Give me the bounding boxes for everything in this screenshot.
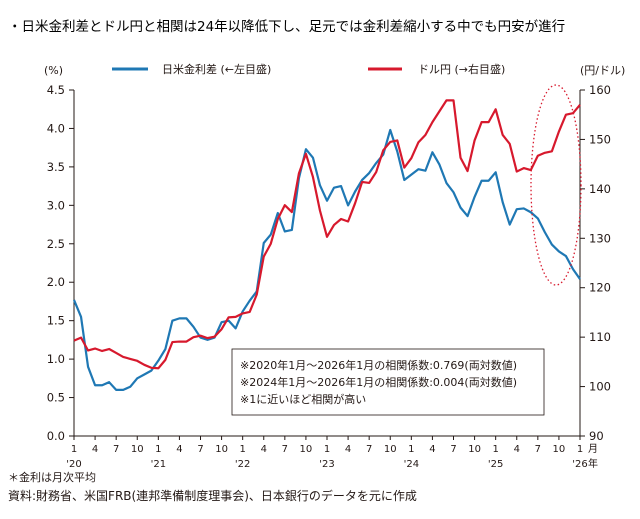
x-tick-label: 7 <box>535 444 541 455</box>
x-tick-label: 7 <box>282 444 288 455</box>
x-tick-label: 4 <box>92 444 98 455</box>
right-tick-label: 90 <box>589 429 604 443</box>
x-tick-label: 10 <box>553 444 566 455</box>
left-tick-label: 3.5 <box>47 160 65 174</box>
x-tick-label: 1 <box>577 444 583 455</box>
highlight-ellipse <box>530 84 582 286</box>
legend-label-rate-diff: 日米金利差 (←左目盛) <box>162 62 271 76</box>
left-axis-unit: (%) <box>44 64 63 77</box>
x-tick-label: 10 <box>215 444 228 455</box>
x-tick-group: 1 4 7 10 1 4 7 10 1 4 7 10 1 4 7 10 1 4 7 10 1 4 7 10 1 '20 '21 '22… <box>66 436 588 470</box>
left-tick-group: 0.0 0.5 1.0 1.5 2.0 2.5 3.0 3.5 4.0 4.5 <box>47 83 74 443</box>
x-tick-label: 1 <box>155 444 161 455</box>
x-tick-label: 4 <box>514 444 520 455</box>
left-tick-label: 4.5 <box>47 83 65 97</box>
footnote: ＊金利は月次平均 <box>8 470 96 484</box>
x-tick-label: 7 <box>113 444 119 455</box>
x-year-label: '23 <box>319 459 334 470</box>
right-axis-unit: (円/ドル) <box>580 64 625 77</box>
right-tick-label: 160 <box>589 83 611 97</box>
x-tick-label: 10 <box>384 444 397 455</box>
x-tick-label: 10 <box>468 444 481 455</box>
annotation-line-2: ※2024年1月～2026年1月の相関係数:0.004(両対数値) <box>240 375 517 389</box>
right-tick-label: 100 <box>589 380 611 394</box>
left-tick-label: 2.5 <box>47 237 65 251</box>
source-note: 資料:財務省、米国FRB(連邦準備制度理事会)、日本銀行のデータを元に作成 <box>8 488 417 503</box>
left-tick-label: 3.0 <box>47 198 65 212</box>
right-tick-group: 90 100 110 120 130 140 150 160 <box>580 83 611 443</box>
left-tick-label: 1.5 <box>47 314 65 328</box>
right-tick-label: 120 <box>589 281 611 295</box>
x-tick-label: 4 <box>176 444 182 455</box>
x-tick-label: 10 <box>300 444 313 455</box>
x-year-label: '26 <box>572 459 587 470</box>
x-tick-label: 4 <box>345 444 351 455</box>
left-tick-label: 2.0 <box>47 275 65 289</box>
chart-title: ・日米金利差とドル円と相関は24年以降低下し、足元では金利差縮小する中でも円安が… <box>8 19 565 35</box>
x-tick-label: 1 <box>239 444 245 455</box>
x-tick-label: 7 <box>197 444 203 455</box>
x-tick-label: 1 <box>71 444 77 455</box>
x-year-label: '20 <box>66 459 81 470</box>
x-tick-label: 1 <box>408 444 414 455</box>
legend-label-usdjpy: ドル円 (→右目盛) <box>418 62 505 76</box>
series-line-rate-diff <box>72 128 581 391</box>
annotation-line-1: ※2020年1月～2026年1月の相関係数:0.769(両対数値) <box>240 358 517 372</box>
x-tick-label: 4 <box>429 444 435 455</box>
annotation-box <box>231 348 545 416</box>
x-tick-label: 1 <box>324 444 330 455</box>
x-tick-label: 7 <box>366 444 372 455</box>
x-year-label: '24 <box>404 459 419 470</box>
x-month-unit: 月 <box>588 443 598 455</box>
annotation-line-3: ※1に近いほど相関が高い <box>240 392 366 406</box>
series-layer <box>72 99 581 391</box>
x-tick-label: 7 <box>450 444 456 455</box>
x-tick-label: 4 <box>261 444 267 455</box>
x-year-label: '22 <box>235 459 250 470</box>
right-tick-label: 110 <box>589 330 611 344</box>
x-tick-label: 1 <box>492 444 498 455</box>
right-tick-label: 150 <box>589 132 611 146</box>
left-tick-label: 4.0 <box>47 121 65 135</box>
left-tick-label: 0.0 <box>47 429 65 443</box>
left-tick-label: 0.5 <box>47 391 65 405</box>
right-tick-label: 130 <box>589 231 611 245</box>
x-year-unit: 年 <box>588 457 598 470</box>
left-tick-label: 1.0 <box>47 352 65 366</box>
x-year-label: '25 <box>488 459 503 470</box>
x-tick-label: 10 <box>131 444 144 455</box>
series-line-usdjpy <box>73 99 581 370</box>
right-tick-label: 140 <box>589 182 611 196</box>
x-year-label: '21 <box>151 459 166 470</box>
